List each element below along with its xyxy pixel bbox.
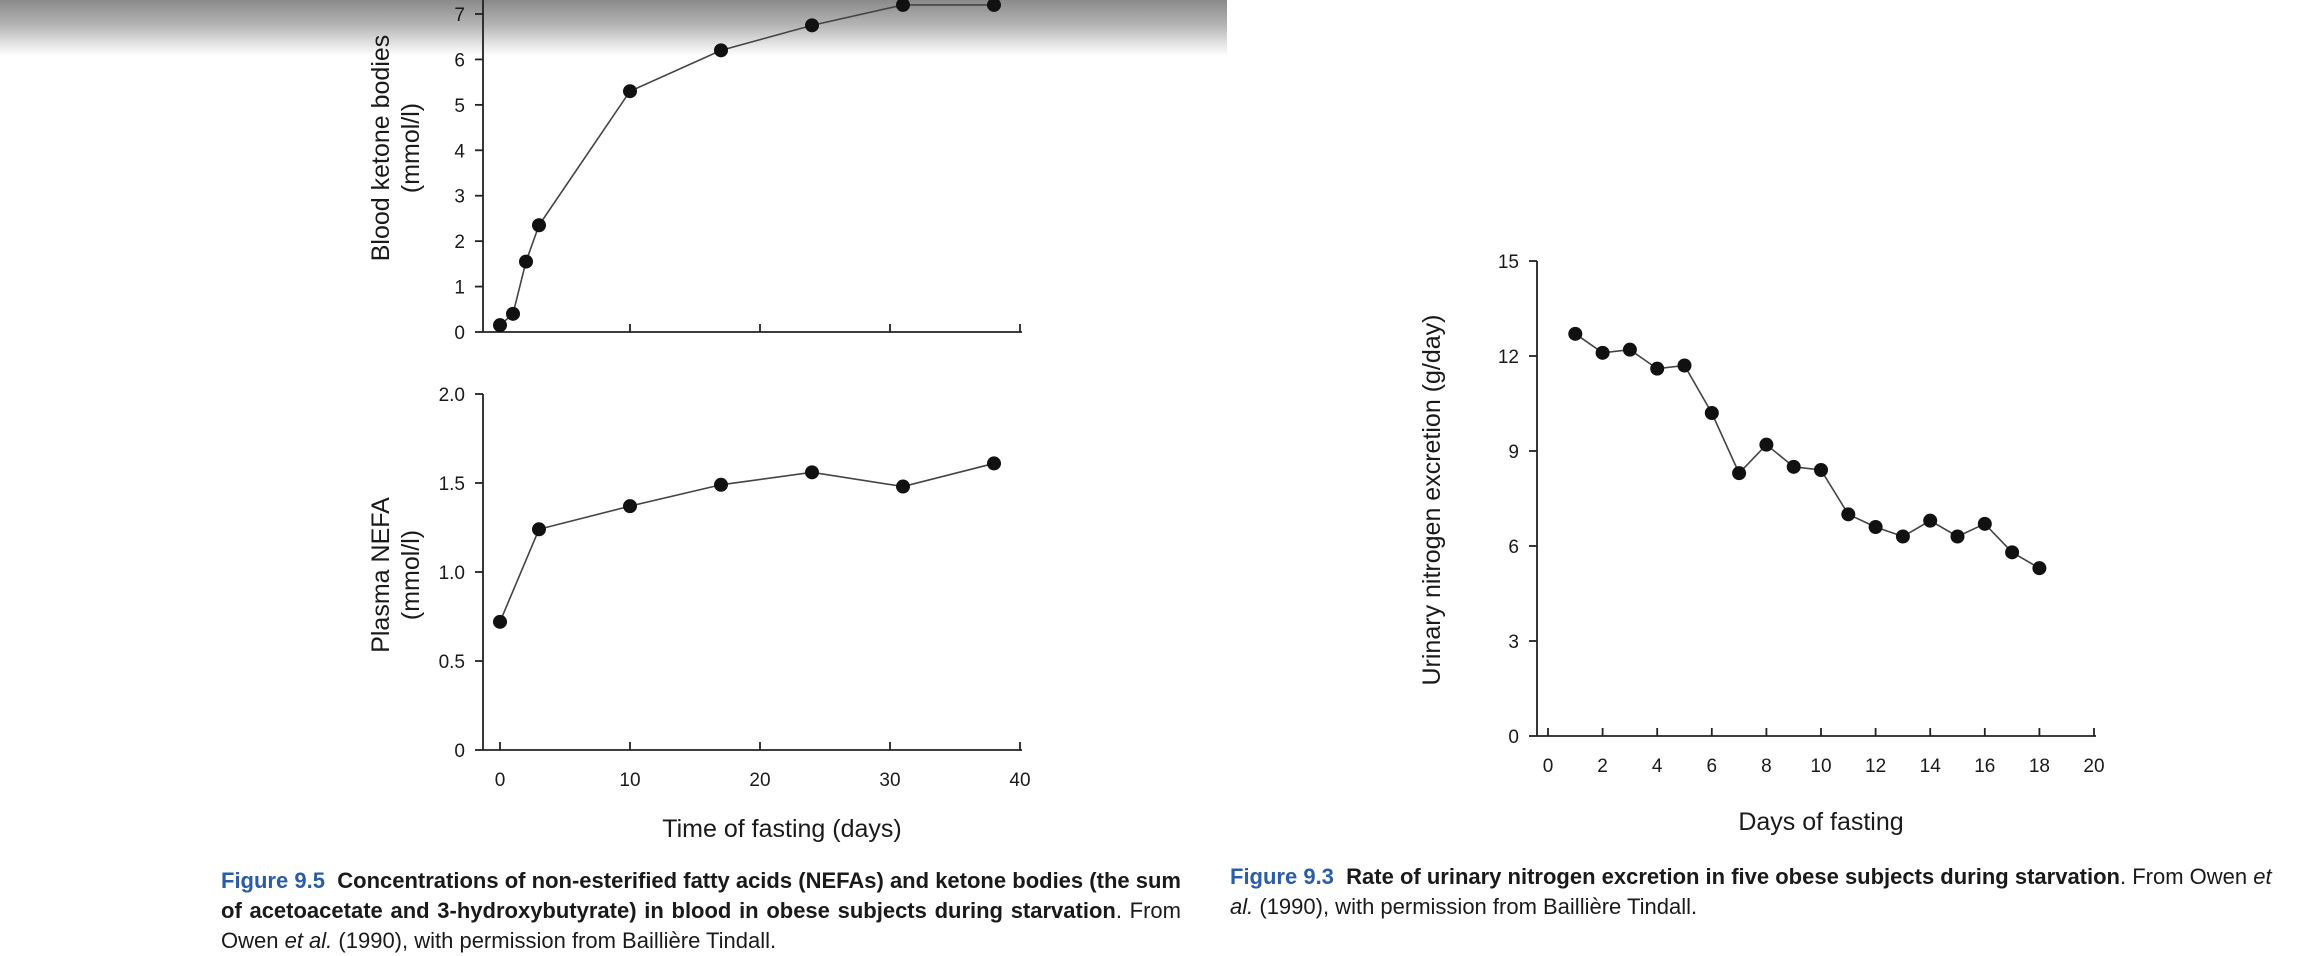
- chart-nefa-data-point: [987, 456, 1001, 471]
- chart-ketone-data-point: [987, 0, 1001, 12]
- chart-nitrogen-data-point: [2005, 545, 2020, 560]
- chart-ketone-ytick-label: 3: [454, 187, 465, 208]
- chart-ketone-ytick-label: 5: [454, 96, 465, 117]
- chart-ketone-ytick-label: 1: [454, 278, 465, 299]
- chart-nitrogen-ytick-label: 0: [1508, 727, 1519, 748]
- chart-nefa-data-point: [532, 522, 546, 537]
- chart-nefa-data-point: [896, 479, 910, 494]
- chart-ketone-data-point: [714, 43, 728, 58]
- chart-ketone-data-point: [805, 18, 819, 33]
- ketone-ylabel-line2: (mmol/l): [397, 103, 425, 193]
- chart-nitrogen-data-point: [1595, 345, 1610, 360]
- chart-nefa-ytick-label: 1.0: [439, 563, 465, 584]
- nefa-ylabel-line2: (mmol/l): [397, 530, 425, 620]
- chart-nefa-data-point: [805, 465, 819, 480]
- nitrogen-ylabel: Urinary nitrogen excretion (g/day): [1418, 315, 1446, 686]
- chart-ketone-ytick-label: 0: [454, 323, 465, 344]
- chart-nefa-xtick-label: 30: [879, 770, 900, 791]
- chart-nefa-ytick-label: 0.5: [439, 652, 465, 673]
- chart-nitrogen-data-point: [1732, 466, 1747, 481]
- figure-9-3-title: Rate of urinary nitrogen excretion in fi…: [1346, 864, 2120, 889]
- chart-nitrogen-ytick-label: 12: [1498, 347, 1519, 368]
- chart-nitrogen-data-point: [1677, 358, 1692, 373]
- chart-nefa-xtick-label: 20: [749, 770, 770, 791]
- nefa-chart: 0 0.5 1.0 1.5 2.0 0 10 20 30 40 Plasma NEFA (mmol…: [367, 385, 1031, 843]
- chart-nitrogen-series-line: [1574, 333, 2040, 569]
- chart-nitrogen-xtick-label: 16: [1974, 756, 1995, 777]
- figure-9-3-source-pre: . From Owen: [2120, 864, 2254, 889]
- chart-nitrogen-xtick-label: 0: [1543, 756, 1554, 777]
- chart-nefa-data-point: [623, 499, 637, 514]
- chart-ketone-ytick-label: 7: [454, 5, 465, 26]
- chart-nitrogen-xtick-label: 6: [1707, 756, 1718, 777]
- chart-nefa-xtick-label: 10: [619, 770, 640, 791]
- nitrogen-chart: 0 3 6 9 12 15 0 2 4 6 8 10 12 14 16 18 20 Urinary nitrog…: [1418, 252, 2105, 836]
- chart-ketone-data-point: [493, 318, 507, 333]
- chart-nitrogen-ytick-label: 9: [1508, 442, 1519, 463]
- chart-nefa-xtick-label: 40: [1009, 770, 1030, 791]
- chart-nefa-ytick-label: 2.0: [439, 385, 465, 406]
- chart-nitrogen-data-point: [1568, 326, 1583, 341]
- chart-nefa-data-point: [714, 477, 728, 492]
- chart-nitrogen-xtick-label: 20: [2083, 756, 2104, 777]
- chart-nitrogen-ytick-label: 15: [1498, 252, 1519, 273]
- chart-nitrogen-data-point: [1923, 513, 1938, 528]
- chart-ketone-data-point: [519, 254, 533, 269]
- figure-9-5-source-pre: . From Owen: [221, 898, 1181, 953]
- chart-ketone-ytick-label: 4: [454, 141, 465, 162]
- chart-nitrogen-data-point: [1622, 342, 1637, 357]
- chart-nefa-ytick-label: 0: [454, 741, 465, 762]
- figure-9-3-source-post: (1990), with permission from Baillière T…: [1253, 894, 1698, 919]
- figure-9-3-number: Figure 9.3: [1230, 864, 1334, 889]
- figure-9-5-source-post: (1990), with permission from Baillière T…: [332, 928, 777, 953]
- figure-9-5-number: Figure 9.5: [221, 868, 325, 893]
- figure-9-3-caption: Figure 9.3 Rate of urinary nitrogen excr…: [1230, 862, 2300, 922]
- ketone-bodies-chart: 0 1 2 3 4 5 6 7 Blood ketone bodies (mmol/l): [367, 0, 1022, 344]
- chart-nitrogen-data-point: [2032, 561, 2047, 576]
- chart-nefa-ytick-label: 1.5: [439, 474, 465, 495]
- chart-ketone-data-point: [532, 218, 546, 233]
- chart-nitrogen-data-point: [1868, 520, 1883, 534]
- figure-9-5-caption: Figure 9.5 Concentrations of non-esterif…: [221, 866, 1181, 956]
- chart-nitrogen-xtick-label: 18: [2029, 756, 2050, 777]
- chart-nitrogen-data-point: [1841, 507, 1856, 522]
- chart-nitrogen-xtick-label: 10: [1810, 756, 1831, 777]
- figure-9-3-source-etal: et al.: [1230, 864, 2272, 919]
- chart-nefa-xtick-label: 0: [495, 770, 506, 791]
- chart-nitrogen-xtick-label: 12: [1865, 756, 1886, 777]
- chart-nitrogen-data-point: [1786, 459, 1801, 474]
- nitrogen-xlabel: Days of fasting: [1738, 808, 1903, 836]
- chart-nefa-series-line: [499, 462, 995, 623]
- chart-nitrogen-xtick-label: 2: [1597, 756, 1608, 777]
- chart-ketone-series-line: [499, 4, 994, 326]
- chart-nitrogen-data-point: [1704, 406, 1719, 420]
- chart-nitrogen-data-point: [1759, 437, 1774, 452]
- figure-9-5-source-etal: et al.: [284, 928, 333, 953]
- chart-nitrogen-ytick-label: 6: [1508, 537, 1519, 558]
- nefa-ylabel-line1: Plasma NEFA: [367, 497, 395, 653]
- chart-nitrogen-data-point: [1895, 529, 1910, 544]
- chart-nitrogen-data-point: [1814, 463, 1828, 477]
- chart-ketone-data-point: [623, 84, 637, 99]
- chart-nitrogen-xtick-label: 4: [1652, 756, 1663, 777]
- chart-nefa-data-point: [493, 614, 507, 629]
- figure-9-5-title: Concentrations of non-esterified fatty a…: [221, 868, 1181, 923]
- nefa-xlabel: Time of fasting (days): [662, 815, 901, 843]
- chart-ketone-data-point: [506, 306, 520, 321]
- chart-nitrogen-data-point: [1950, 529, 1965, 544]
- chart-ketone-ytick-label: 2: [454, 232, 465, 253]
- chart-nitrogen-data-point: [1977, 516, 1992, 531]
- ketone-ylabel-line1: Blood ketone bodies: [367, 35, 395, 262]
- chart-nitrogen-ytick-label: 3: [1508, 632, 1519, 653]
- chart-nitrogen-xtick-label: 8: [1761, 756, 1772, 777]
- chart-nitrogen-xtick-label: 14: [1920, 756, 1942, 777]
- chart-ketone-data-point: [896, 0, 910, 12]
- chart-ketone-ytick-label: 6: [454, 50, 465, 71]
- chart-nitrogen-data-point: [1650, 361, 1665, 376]
- viewer-top-shadow: [0, 0, 1227, 56]
